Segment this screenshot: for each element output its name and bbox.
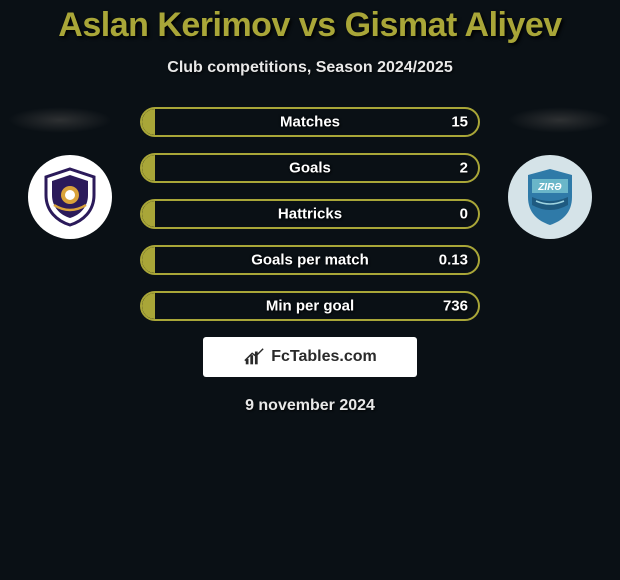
stat-bars: Matches15 Goals2 Hattricks0 Goals per match… — [140, 107, 480, 321]
subtitle: Club competitions, Season 2024/2025 — [0, 59, 620, 77]
qarabag-badge-icon — [38, 165, 102, 229]
player-shadow-left — [8, 107, 112, 133]
stat-row: Matches15 — [140, 107, 480, 137]
stat-label: Goals per match — [142, 252, 478, 269]
svg-text:ZIRƏ: ZIRƏ — [537, 182, 562, 193]
player-shadow-right — [508, 107, 612, 133]
date-footer: 9 november 2024 — [0, 397, 620, 415]
stat-right-value: 736 — [443, 298, 468, 315]
branding-text: FcTables.com — [271, 348, 377, 366]
stat-right-value: 0 — [460, 206, 468, 223]
comparison-content: ZIRƏ Matches15 Goals2 Hattricks0 Goals per … — [0, 107, 620, 415]
stat-right-value: 0.13 — [439, 252, 468, 269]
stat-label: Goals — [142, 160, 478, 177]
stat-label: Matches — [142, 114, 478, 131]
stat-row: Goals2 — [140, 153, 480, 183]
club-badge-right: ZIRƏ — [508, 155, 592, 239]
stat-row: Min per goal736 — [140, 291, 480, 321]
stat-right-value: 15 — [451, 114, 468, 131]
page-title: Aslan Kerimov vs Gismat Aliyev — [0, 0, 620, 45]
stat-row: Goals per match0.13 — [140, 245, 480, 275]
zira-badge-icon: ZIRƏ — [518, 165, 582, 229]
stat-row: Hattricks0 — [140, 199, 480, 229]
stat-label: Hattricks — [142, 206, 478, 223]
stat-right-value: 2 — [460, 160, 468, 177]
club-badge-left — [28, 155, 112, 239]
branding-box: FcTables.com — [203, 337, 417, 377]
chart-icon — [243, 346, 265, 368]
stat-label: Min per goal — [142, 298, 478, 315]
